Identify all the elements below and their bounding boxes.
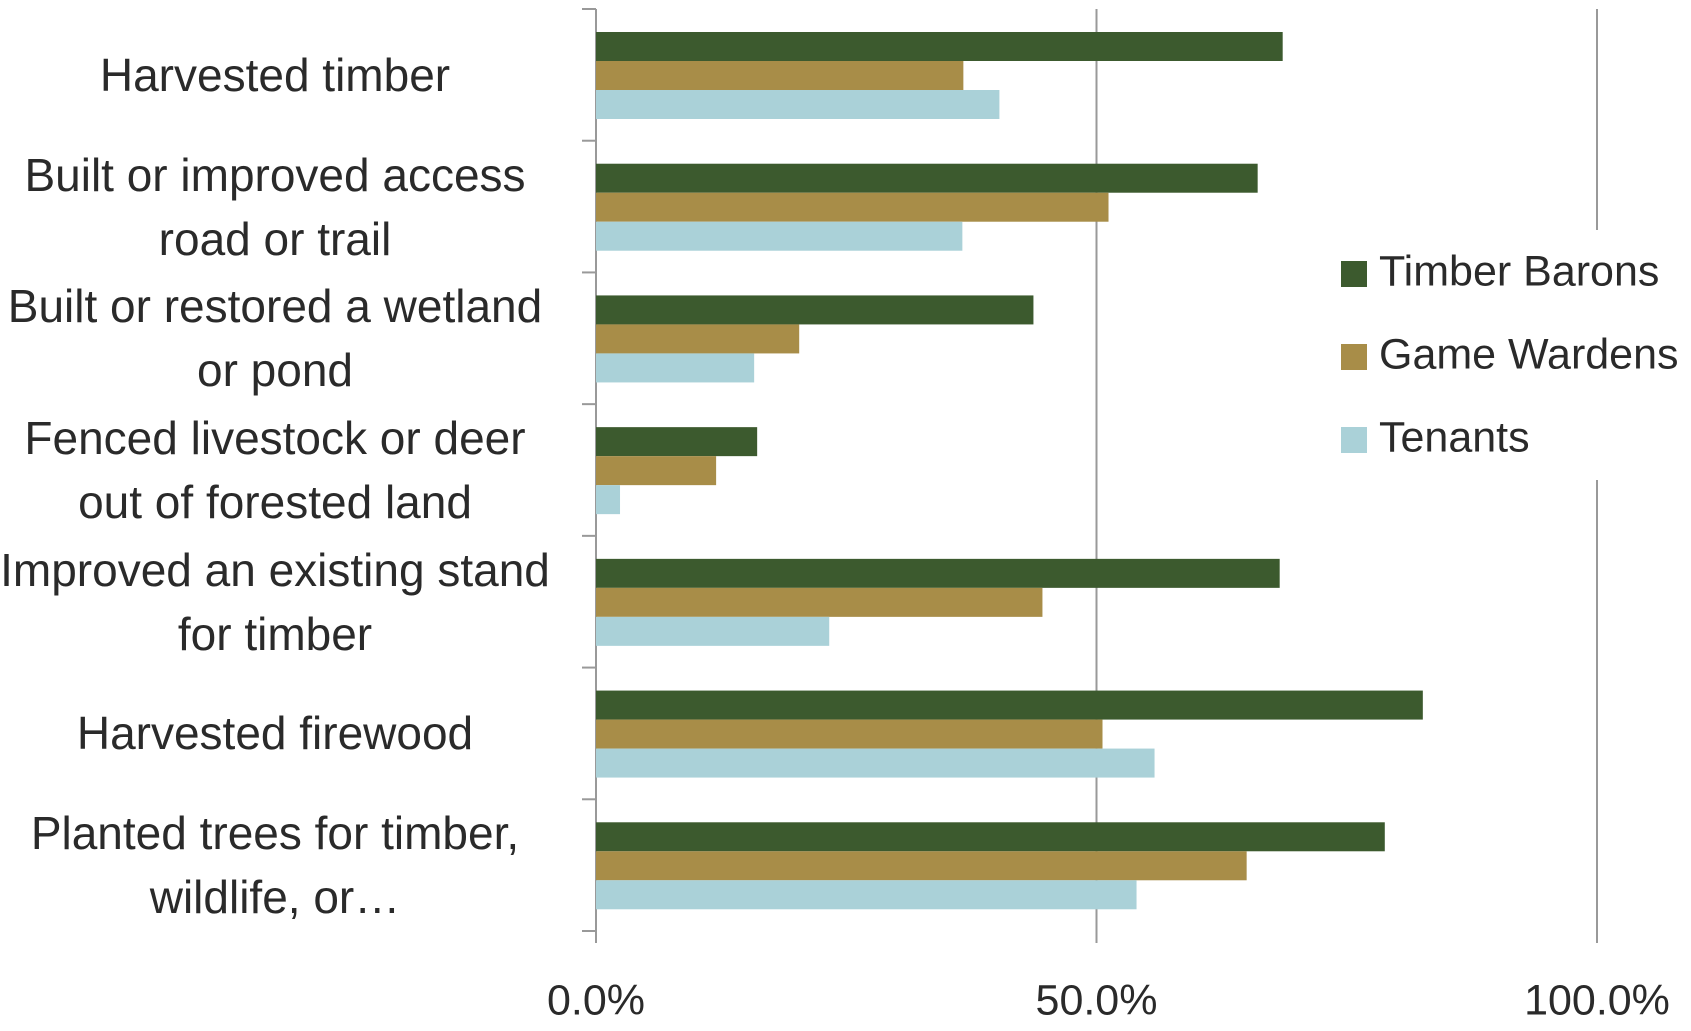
bar	[596, 163, 1258, 193]
bar	[596, 587, 1043, 617]
bar	[596, 558, 1280, 588]
bar	[596, 221, 963, 251]
bar	[596, 353, 755, 383]
bar	[596, 822, 1385, 852]
x-tick-label: 50.0%	[1036, 976, 1158, 1024]
x-tick-label: 100.0%	[1524, 976, 1670, 1024]
bar	[596, 324, 800, 354]
bar	[596, 90, 1000, 119]
y-tick-label: Built or improved access road or trail	[24, 148, 526, 265]
x-tick-label: 0.0%	[547, 976, 645, 1024]
bar	[596, 690, 1423, 720]
bar	[596, 295, 1034, 325]
y-tick-label: Improved an existing stand for timber	[0, 543, 550, 660]
bar	[596, 851, 1247, 881]
bar	[596, 485, 621, 515]
y-tick-label: Fenced livestock or deer out of forested…	[24, 411, 526, 528]
bar	[596, 192, 1109, 222]
bar	[596, 616, 830, 646]
legend-label: Tenants	[1379, 413, 1530, 461]
legend-label: Game Wardens	[1379, 330, 1679, 378]
legend-swatch	[1341, 261, 1367, 287]
legend-swatch	[1341, 344, 1367, 370]
bar	[596, 456, 717, 486]
legend-bg	[1320, 230, 1691, 480]
bar	[596, 748, 1155, 778]
bar	[596, 427, 758, 457]
bar	[596, 880, 1137, 910]
legend-label: Timber Barons	[1379, 247, 1659, 295]
y-tick-label: Planted trees for timber, wildlife, or…	[30, 807, 520, 924]
bar	[596, 32, 1283, 61]
bar	[596, 61, 964, 90]
y-tick-label: Harvested firewood	[76, 707, 474, 760]
y-tick-label: Built or restored a wetland or pond	[7, 280, 543, 397]
y-tick-label: Harvested timber	[99, 48, 451, 101]
bar	[596, 719, 1103, 749]
legend-swatch	[1341, 427, 1367, 453]
